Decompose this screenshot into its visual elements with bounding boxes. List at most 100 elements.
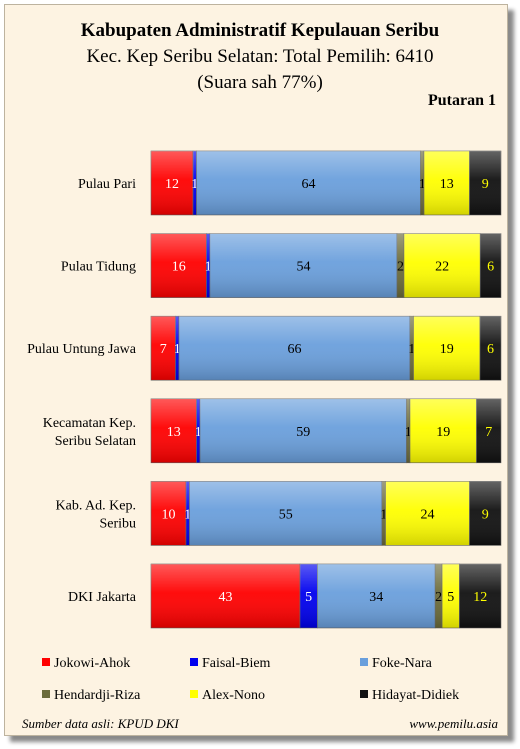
legend-label-jokowi-ahok: Jokowi-Ahok xyxy=(54,656,131,671)
data-label-faisal-biem-3: 1 xyxy=(195,425,202,440)
data-label-alex-nono-5: 5 xyxy=(447,590,454,605)
legend-swatch-jokowi-ahok xyxy=(42,658,50,666)
data-label-hidayat-didiek-5: 12 xyxy=(473,590,487,605)
bar-shine-0-2 xyxy=(151,316,176,381)
legend-label-faisal-biem: Faisal-Biem xyxy=(202,656,271,671)
data-label-foke-nara-4: 55 xyxy=(279,507,293,522)
category-label-3-0: Kecamatan Kep. xyxy=(43,416,136,431)
data-label-faisal-biem-4: 1 xyxy=(184,507,191,522)
data-label-alex-nono-1: 22 xyxy=(435,260,449,275)
data-label-hendardji-riza-2: 1 xyxy=(408,342,415,357)
chart-subtitle-valid-votes: (Suara sah 77%) xyxy=(197,72,323,93)
category-label-4-1: Seribu xyxy=(99,516,136,531)
data-label-jokowi-ahok-5: 43 xyxy=(219,590,233,605)
bar-shine-3-0 xyxy=(420,151,424,215)
bar-shine-5-4 xyxy=(469,481,501,546)
data-label-alex-nono-4: 24 xyxy=(421,507,435,522)
data-label-hidayat-didiek-4: 9 xyxy=(482,507,489,522)
data-label-foke-nara-1: 54 xyxy=(296,260,310,275)
legend-swatch-alex-nono xyxy=(190,690,198,698)
category-label-1-0: Pulau Tidung xyxy=(61,260,136,275)
data-label-hendardji-riza-1: 2 xyxy=(397,260,404,275)
legend-item-foke-nara: Foke-Nara xyxy=(360,656,432,672)
legend-swatch-faisal-biem xyxy=(190,658,198,666)
data-label-alex-nono-0: 13 xyxy=(440,177,454,192)
bar-shine-1-0 xyxy=(193,151,197,215)
legend-label-foke-nara: Foke-Nara xyxy=(372,656,432,671)
bar-shine-2-1 xyxy=(209,233,398,298)
legend-item-hendardji-riza: Hendardji-Riza xyxy=(42,688,140,704)
category-label-4-0: Kab. Ad. Kep. xyxy=(56,498,137,513)
bar-shine-3-4 xyxy=(382,481,386,546)
data-label-jokowi-ahok-3: 13 xyxy=(167,425,181,440)
bar-shine-5-1 xyxy=(480,233,501,298)
data-label-hendardji-riza-4: 1 xyxy=(380,507,387,522)
bar-shine-1-2 xyxy=(175,316,179,381)
legend-item-faisal-biem: Faisal-Biem xyxy=(190,656,270,672)
bar-shine-1-1 xyxy=(206,233,210,298)
chart-title: Kabupaten Administratif Kepulauan Seribu xyxy=(80,20,440,41)
category-label-2-0: Pulau Untung Jawa xyxy=(27,342,137,357)
data-label-faisal-biem-0: 1 xyxy=(191,177,198,192)
legend-swatch-hidayat-didiek xyxy=(360,690,368,698)
data-label-hidayat-didiek-3: 7 xyxy=(485,425,492,440)
data-label-foke-nara-3: 59 xyxy=(296,425,310,440)
legend-label-hendardji-riza: Hendardji-Riza xyxy=(54,688,141,703)
bar-shine-3-3 xyxy=(406,398,410,463)
bar-shine-3-2 xyxy=(410,316,414,381)
data-label-jokowi-ahok-2: 7 xyxy=(160,342,167,357)
data-label-faisal-biem-2: 1 xyxy=(174,342,181,357)
category-label-5-0: DKI Jakarta xyxy=(68,590,137,605)
website: www.pemilu.asia xyxy=(409,716,498,731)
data-label-jokowi-ahok-0: 12 xyxy=(165,177,179,192)
chart-subtitle: Kec. Kep Seribu Selatan: Total Pemilih: … xyxy=(86,46,434,67)
bar-shine-3-5 xyxy=(435,564,443,628)
legend-swatch-foke-nara xyxy=(360,658,368,666)
data-source: Sumber data asli: KPUD DKI xyxy=(22,716,179,731)
bar-shine-0-3 xyxy=(151,398,197,463)
bar-shine-1-3 xyxy=(196,398,200,463)
bar-shine-2-0 xyxy=(196,151,421,215)
bar-shine-2-5 xyxy=(317,564,436,628)
data-label-foke-nara-5: 34 xyxy=(369,590,383,605)
data-label-foke-nara-0: 64 xyxy=(302,177,316,192)
data-label-hendardji-riza-3: 1 xyxy=(405,425,412,440)
bar-shine-0-5 xyxy=(151,564,301,628)
data-label-jokowi-ahok-4: 10 xyxy=(162,507,176,522)
data-label-hidayat-didiek-2: 6 xyxy=(487,342,494,357)
bar-shine-5-5 xyxy=(459,564,501,628)
data-label-hendardji-riza-5: 2 xyxy=(435,590,442,605)
data-label-alex-nono-3: 19 xyxy=(436,425,450,440)
data-label-faisal-biem-1: 1 xyxy=(205,260,212,275)
legend-swatch-hendardji-riza xyxy=(42,690,50,698)
bar-shine-4-5 xyxy=(442,564,460,628)
bar-shine-2-3 xyxy=(200,398,407,463)
data-label-alex-nono-2: 19 xyxy=(440,342,454,357)
data-label-hidayat-didiek-0: 9 xyxy=(482,177,489,192)
bar-shine-3-1 xyxy=(397,233,404,298)
category-label-3-1: Seribu Selatan xyxy=(55,434,136,449)
data-label-foke-nara-2: 66 xyxy=(288,342,302,357)
legend-item-hidayat-didiek: Hidayat-Didiek xyxy=(360,688,459,704)
round-label: Putaran 1 xyxy=(428,92,496,109)
bar-shine-0-1 xyxy=(151,233,207,298)
data-label-jokowi-ahok-1: 16 xyxy=(172,260,186,275)
bar-shine-1-4 xyxy=(186,481,190,546)
legend-label-hidayat-didiek: Hidayat-Didiek xyxy=(372,688,460,703)
bar-shine-5-0 xyxy=(469,151,501,215)
bar-shine-2-4 xyxy=(189,481,382,546)
bar-shine-5-2 xyxy=(480,316,501,381)
data-label-hidayat-didiek-1: 6 xyxy=(487,260,494,275)
data-label-hendardji-riza-0: 1 xyxy=(419,177,426,192)
bar-shine-2-2 xyxy=(179,316,410,381)
legend-item-jokowi-ahok: Jokowi-Ahok xyxy=(42,656,130,672)
bar-shine-4-0 xyxy=(424,151,470,215)
bar-shine-1-5 xyxy=(300,564,318,628)
bar-shine-4-4 xyxy=(385,481,470,546)
bar-shine-4-1 xyxy=(403,233,481,298)
legend-label-alex-nono: Alex-Nono xyxy=(202,688,265,703)
legend-item-alex-nono: Alex-Nono xyxy=(190,688,265,704)
bar-shine-5-3 xyxy=(476,398,501,463)
bar-shine-4-3 xyxy=(410,398,477,463)
